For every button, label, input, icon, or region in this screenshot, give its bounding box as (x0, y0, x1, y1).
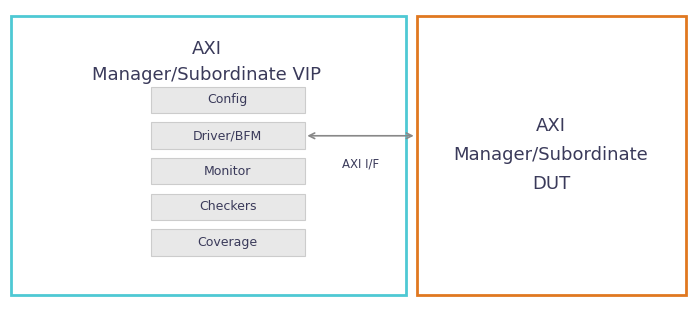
Text: Coverage: Coverage (197, 236, 258, 249)
Text: Checkers: Checkers (199, 201, 256, 213)
Bar (150, 158, 304, 184)
Bar (150, 122, 304, 149)
Text: Monitor: Monitor (204, 165, 251, 178)
Text: Driver/BFM: Driver/BFM (193, 129, 262, 142)
Bar (150, 194, 304, 220)
Text: Config: Config (207, 94, 248, 106)
Bar (150, 229, 304, 256)
Text: AXI I/F: AXI I/F (342, 158, 379, 171)
Text: AXI
Manager/Subordinate
DUT: AXI Manager/Subordinate DUT (454, 117, 648, 193)
Text: AXI
Manager/Subordinate VIP: AXI Manager/Subordinate VIP (92, 40, 321, 84)
Bar (150, 87, 304, 113)
Bar (416, 16, 686, 294)
Bar (10, 16, 406, 294)
